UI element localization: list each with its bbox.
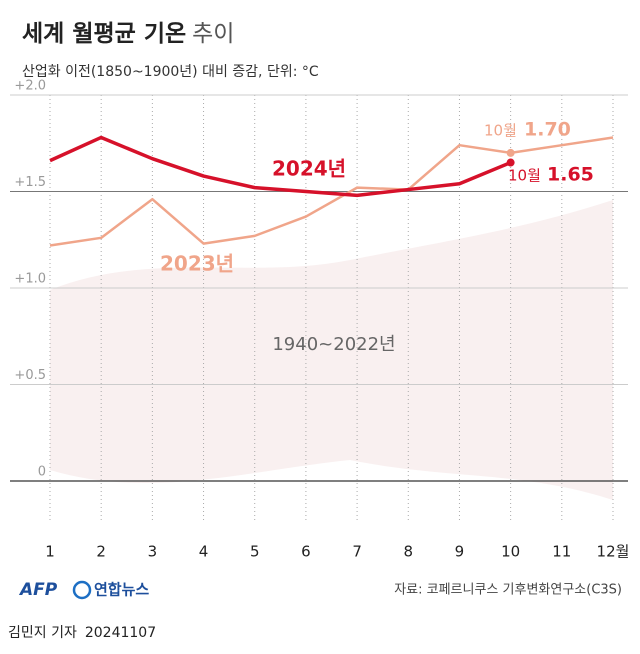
x-tick-label: 1 [45, 543, 55, 561]
series-label: 2024년 [272, 157, 346, 181]
title-suffix: 추이 [192, 21, 234, 47]
reporter: 김민지 기자 [8, 625, 77, 641]
grid: 1 2 3 4 5 6 7 8 9 10 11 12월 0 +0.5 +1.0 +1.5 +2.0 [10, 79, 629, 561]
x-tick-label: 5 [250, 543, 260, 561]
chart-title: 세계 월평균 기온 추이 [22, 21, 234, 47]
value-label: 1.65 [547, 164, 594, 186]
annotation-month: 10월 [484, 122, 517, 140]
x-tick-label: 4 [199, 543, 209, 561]
point-marker [506, 148, 515, 157]
title-main: 세계 월평균 기온 [22, 21, 186, 47]
x-tick-label: 6 [301, 543, 311, 561]
x-tick-label: 8 [403, 543, 413, 561]
y-tick-label: +2.0 [14, 79, 46, 94]
annotation-month: 10월 [508, 167, 541, 185]
date: 20241107 [85, 625, 156, 641]
historical-label: 1940~2022년 [272, 334, 395, 355]
marks: 2023년 2024년 10월 1.70 10월 1.65 [49, 119, 614, 276]
y-tick-label: 0 [38, 465, 46, 480]
x-tick-label: 7 [352, 543, 362, 561]
byline: 김민지 기자 20241107 [8, 625, 156, 641]
value-label: 1.70 [524, 119, 571, 141]
series-line [49, 136, 614, 247]
y-tick-label: +1.0 [14, 272, 46, 287]
series-label: 2023년 [160, 252, 234, 276]
yonhap-icon [72, 580, 92, 600]
x-tick-label: 11 [552, 543, 571, 561]
x-tick-label: 10 [501, 543, 520, 561]
point-marker [506, 158, 515, 167]
y-tick-label: +1.5 [14, 175, 46, 190]
historical-range-band [50, 200, 613, 500]
series-line [49, 135, 512, 198]
logo-afp: AFP [18, 580, 58, 600]
source: 자료: 코페르니쿠스 기후변화연구소(C3S) [394, 583, 622, 598]
subtitle: 산업화 이전(1850~1900년) 대비 증감, 단위: °C [22, 64, 319, 80]
logo-yonhap: 연합뉴스 [94, 581, 149, 599]
y-tick-label: +0.5 [14, 368, 46, 383]
x-tick-label: 12월 [597, 543, 630, 561]
x-tick-label: 3 [148, 543, 158, 561]
x-tick-label: 9 [455, 543, 465, 561]
x-tick-label: 2 [96, 543, 106, 561]
